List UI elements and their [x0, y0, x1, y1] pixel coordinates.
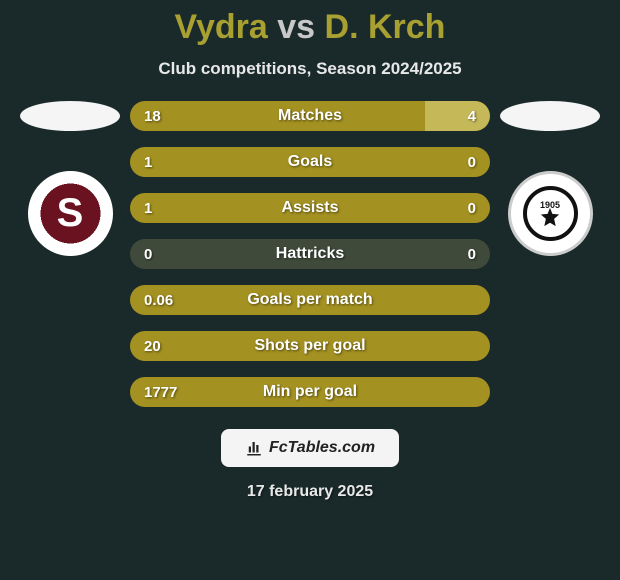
- value-left: 18: [144, 108, 161, 125]
- vs-text: vs: [277, 8, 315, 46]
- player2-name: D. Krch: [325, 8, 446, 46]
- date-text: 17 february 2025: [247, 483, 373, 501]
- stat-label: Hattricks: [276, 245, 344, 263]
- player1-name: Vydra: [175, 8, 268, 46]
- page-title: Vydra vs D. Krch: [175, 8, 446, 47]
- dynamo-year: 1905: [540, 200, 560, 210]
- stat-label: Goals: [288, 153, 332, 171]
- player2-portrait-placeholder: [500, 101, 600, 131]
- left-side: [10, 101, 130, 256]
- stat-label: Goals per match: [247, 291, 372, 309]
- stat-row: 0 0 Hattricks: [130, 239, 490, 269]
- value-left: 1: [144, 200, 152, 217]
- brand-text: FcTables.com: [269, 439, 375, 457]
- content-area: 18 4 Matches 1 0 Goals 1 0 Assists 0 0 Hattricks 0.0…: [0, 101, 620, 407]
- stat-label: Matches: [278, 107, 342, 125]
- footer-pill: FcTables.com: [221, 429, 399, 467]
- value-left: 1: [144, 154, 152, 171]
- stat-label: Min per goal: [263, 383, 357, 401]
- dynamo-ceske-budejovice-logo: 1905: [508, 171, 593, 256]
- value-left: 0: [144, 246, 152, 263]
- stat-row: 1777 Min per goal: [130, 377, 490, 407]
- value-left: 1777: [144, 384, 177, 401]
- stat-row: 0.06 Goals per match: [130, 285, 490, 315]
- sparta-praha-logo: [28, 171, 113, 256]
- player1-portrait-placeholder: [20, 101, 120, 131]
- subtitle: Club competitions, Season 2024/2025: [158, 59, 461, 79]
- chart-icon: [245, 439, 263, 457]
- right-side: 1905: [490, 101, 610, 256]
- stat-label: Assists: [282, 199, 339, 217]
- stat-bars: 18 4 Matches 1 0 Goals 1 0 Assists 0 0 Hattricks 0.0…: [130, 101, 490, 407]
- stat-row: 18 4 Matches: [130, 101, 490, 131]
- right-fill: [425, 101, 490, 131]
- stat-row: 1 0 Assists: [130, 193, 490, 223]
- value-left: 0.06: [144, 292, 173, 309]
- value-left: 20: [144, 338, 161, 355]
- value-right: 0: [468, 200, 476, 217]
- stat-row: 1 0 Goals: [130, 147, 490, 177]
- stat-label: Shots per goal: [254, 337, 365, 355]
- value-right: 4: [468, 108, 476, 125]
- value-right: 0: [468, 154, 476, 171]
- stat-row: 20 Shots per goal: [130, 331, 490, 361]
- value-right: 0: [468, 246, 476, 263]
